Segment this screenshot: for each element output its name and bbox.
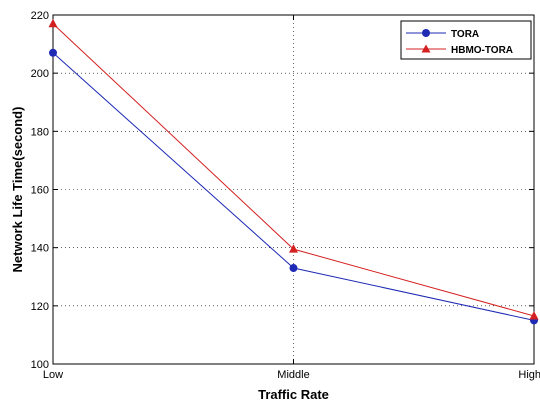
- data-point-tora: [49, 48, 57, 57]
- x-tick-label: Middle: [277, 369, 309, 381]
- series-group: [48, 18, 539, 325]
- y-axis-title: Network Life Time(second): [10, 107, 25, 273]
- x-tick-label: Low: [43, 369, 63, 381]
- y-tick-label: 220: [31, 10, 49, 22]
- data-point-tora: [289, 264, 298, 273]
- y-tick-label: 100: [31, 359, 49, 371]
- y-tick-label: 160: [31, 185, 49, 197]
- data-point-hbmo-tora: [529, 311, 539, 320]
- data-point-hbmo-tora: [289, 244, 298, 253]
- legend-label-tora: TORA: [451, 29, 479, 40]
- x-tick-label: High: [518, 369, 540, 381]
- y-axis: 100 120 140 160 180 200 220: [31, 10, 534, 371]
- legend-marker-hbmo-tora: [421, 44, 431, 53]
- data-point-hbmo-tora: [48, 18, 58, 28]
- y-tick-label: 140: [31, 243, 49, 255]
- y-tick-label: 120: [31, 301, 49, 313]
- x-axis-title: Traffic Rate: [258, 387, 329, 402]
- legend: TORA HBMO-TORA: [400, 20, 532, 60]
- legend-marker-tora: [422, 29, 430, 37]
- y-tick-label: 180: [31, 126, 49, 138]
- legend-label-hbmo-tora: HBMO-TORA: [451, 45, 513, 56]
- y-tick-label: 200: [31, 68, 49, 80]
- legend-box: [400, 20, 532, 60]
- x-axis: Low Middle High: [43, 15, 540, 381]
